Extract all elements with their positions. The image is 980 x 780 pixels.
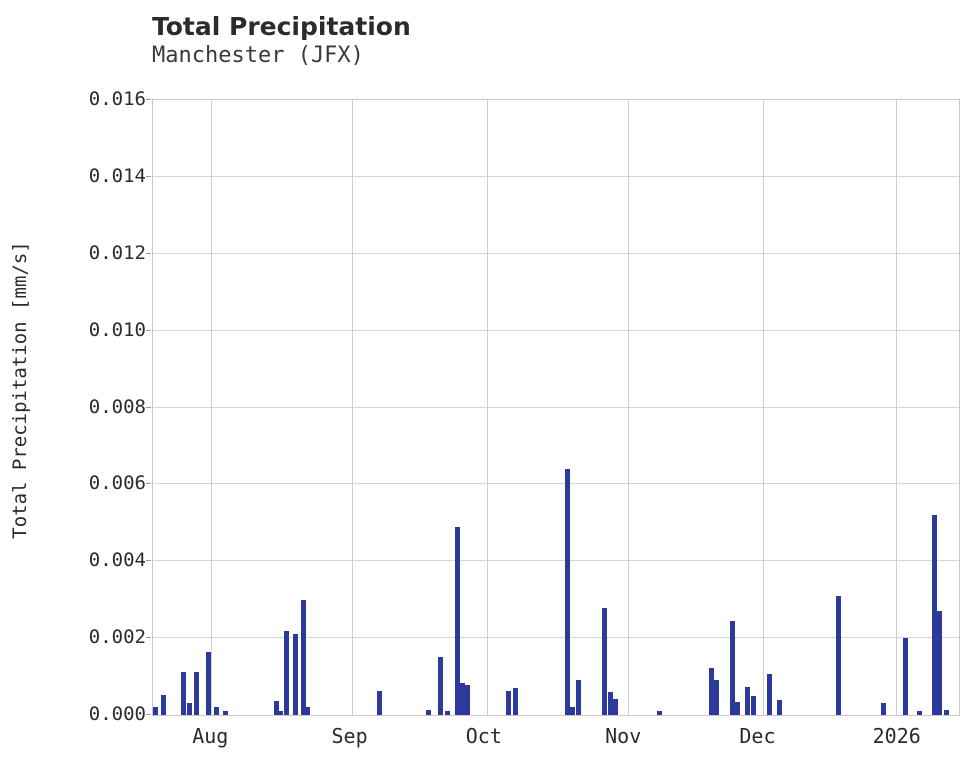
x-axis-tick-labels: Aug Sep Oct Nov Dec 2026 — [152, 724, 960, 764]
bar — [936, 611, 942, 715]
x-axis-tick-label: Nov — [605, 724, 642, 748]
gridline-vertical — [628, 100, 629, 715]
bar — [512, 688, 518, 715]
bar — [459, 683, 465, 715]
bar — [278, 711, 284, 715]
bar — [902, 638, 908, 715]
y-axis-tick-mark — [146, 175, 151, 177]
y-axis-tick-mark — [146, 714, 151, 715]
y-axis-tick-label: 0.008 — [88, 395, 146, 418]
bar — [931, 515, 937, 715]
y-axis-tick-mark — [146, 329, 151, 331]
y-axis-tick-mark — [146, 252, 151, 254]
bar — [613, 698, 619, 715]
x-axis-tick-label: Dec — [739, 724, 776, 748]
gridline-horizontal — [153, 175, 959, 177]
bar — [153, 706, 159, 715]
plot-area — [152, 99, 960, 716]
y-axis-tick-labels: 0.000 0.002 0.004 0.006 0.008 0.010 0.012 0.014… — [0, 88, 151, 725]
bar — [709, 668, 715, 715]
bar — [750, 695, 756, 715]
bar — [602, 608, 608, 715]
gridline-vertical — [352, 100, 353, 715]
y-axis-tick-mark — [146, 637, 151, 639]
y-axis-tick-label: 0.012 — [88, 241, 146, 264]
y-axis-tick-label: 0.002 — [88, 626, 146, 649]
gridline-horizontal — [153, 406, 959, 408]
bar — [284, 630, 290, 715]
bar — [767, 673, 772, 715]
y-axis-tick-label: 0.014 — [88, 164, 146, 187]
bar — [735, 701, 740, 715]
bar — [916, 710, 922, 715]
bar — [564, 469, 570, 715]
x-axis-tick-label: Aug — [192, 724, 229, 748]
chart-subtitle: Manchester (JFX) — [152, 43, 364, 68]
y-axis-tick-mark — [146, 560, 151, 562]
bar — [656, 711, 662, 715]
y-axis-tick-label: 0.006 — [88, 472, 146, 495]
bar — [293, 633, 299, 715]
y-axis-tick-mark — [146, 99, 151, 100]
gridline-horizontal — [153, 637, 959, 639]
chart-header: Total Precipitation Manchester (JFX) — [152, 12, 852, 70]
bar — [943, 710, 949, 715]
bar — [223, 711, 229, 715]
bar — [505, 691, 511, 715]
bar — [376, 690, 382, 715]
bar — [464, 685, 470, 715]
bar — [425, 710, 431, 715]
bar — [745, 687, 750, 715]
gridline-horizontal — [153, 483, 959, 485]
bar — [714, 680, 720, 715]
bar — [305, 706, 311, 715]
bar — [776, 700, 782, 715]
bar — [301, 599, 307, 715]
bar — [437, 657, 443, 715]
y-axis-tick-mark — [146, 483, 151, 485]
bar — [444, 710, 450, 715]
bar — [454, 526, 460, 715]
gridline-vertical — [487, 100, 488, 715]
bar — [194, 671, 200, 715]
gridline-horizontal — [153, 252, 959, 254]
bar — [608, 691, 614, 715]
bar — [570, 707, 576, 715]
gridline-horizontal — [153, 329, 959, 331]
bar — [161, 695, 167, 715]
y-axis-tick-label: 0.004 — [88, 549, 146, 572]
bar — [835, 595, 841, 715]
gridline-vertical — [896, 100, 897, 715]
bar — [214, 707, 220, 715]
y-axis-tick-label: 0.010 — [88, 318, 146, 341]
y-axis-tick-label: 0.016 — [88, 88, 146, 110]
x-axis-tick-label: 2026 — [872, 724, 921, 748]
chart-title: Total Precipitation — [152, 12, 411, 41]
gridline-vertical — [211, 100, 212, 715]
x-axis-tick-label: Oct — [465, 724, 502, 748]
x-axis-tick-label: Sep — [331, 724, 368, 748]
gridline-horizontal — [153, 99, 959, 100]
bar — [880, 703, 886, 715]
bar — [730, 620, 735, 715]
bar — [274, 701, 280, 715]
bar — [187, 702, 193, 715]
y-axis-tick-mark — [146, 406, 151, 408]
bar — [181, 671, 187, 715]
gridline-vertical — [763, 100, 764, 715]
gridline-horizontal — [153, 560, 959, 562]
bar — [576, 680, 582, 715]
bar — [206, 652, 212, 715]
y-axis-tick-label: 0.000 — [88, 703, 146, 725]
